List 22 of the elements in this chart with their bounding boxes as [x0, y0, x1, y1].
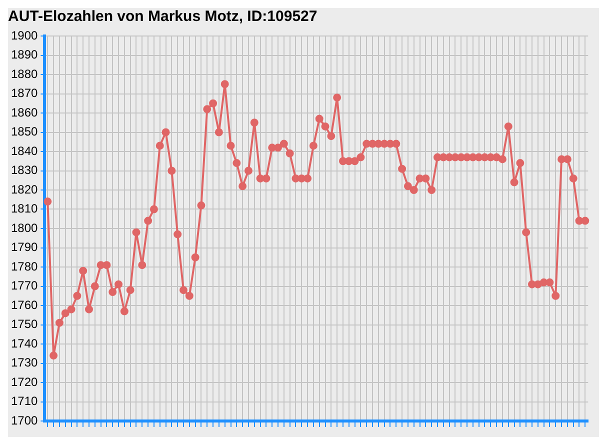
y-tick-label: 1860: [10, 105, 38, 120]
y-tick-label: 1820: [10, 182, 38, 196]
y-tick-label: 1870: [10, 86, 38, 100]
y-tick-label: 1850: [10, 124, 38, 139]
y-tick-label: 1890: [10, 48, 38, 62]
y-tick-label: 1780: [10, 259, 38, 274]
y-tick-label: 1770: [10, 278, 38, 293]
y-tick-label: 1720: [10, 374, 38, 389]
y-tick-label: 1840: [10, 144, 38, 158]
y-tick-label: 1880: [10, 66, 38, 81]
y-tick-label: 1730: [10, 356, 38, 370]
y-tick-label: 1800: [10, 220, 38, 235]
y-tick-label: 1740: [10, 336, 38, 350]
chart-title: AUT-Elozahlen von Markus Motz, ID:109527: [8, 8, 318, 26]
y-tick-label: 1830: [10, 163, 38, 178]
y-tick-label: 1810: [10, 202, 38, 216]
y-tick-label: 1710: [10, 394, 38, 408]
y-tick-label: 1760: [10, 298, 38, 312]
y-tick-label: 1900: [10, 28, 38, 42]
y-tick-label: 1700: [10, 413, 38, 428]
y-tick-label: 1790: [10, 240, 38, 254]
y-tick-label: 1750: [10, 317, 38, 332]
